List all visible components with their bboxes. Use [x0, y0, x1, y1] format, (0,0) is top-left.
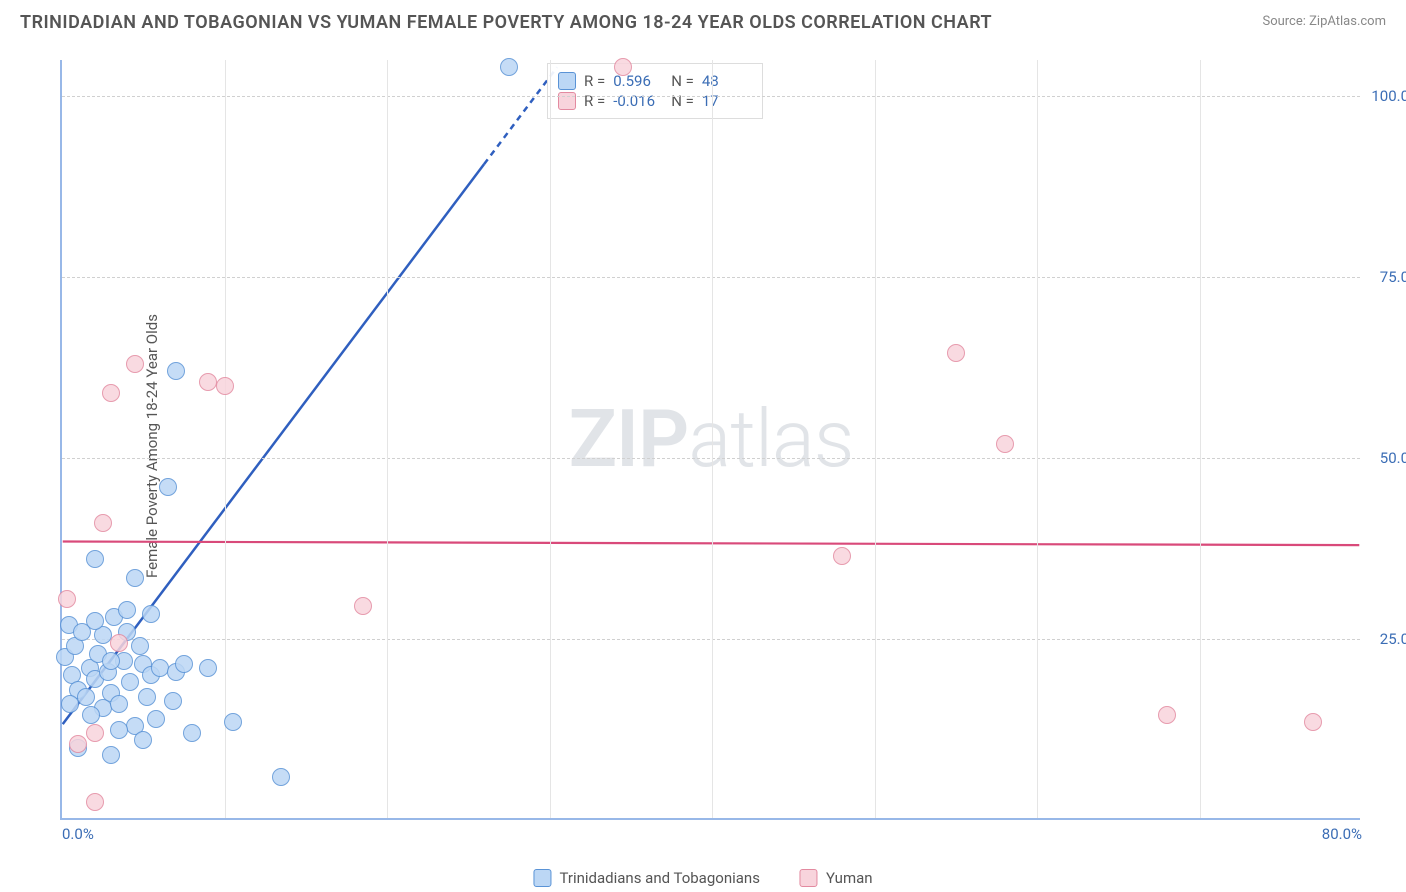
legend-item-trinidadians: Trinidadians and Tobagonians [533, 869, 759, 887]
y-tick-label: 50.0% [1365, 449, 1406, 467]
legend-label-1: Trinidadians and Tobagonians [559, 869, 759, 887]
gridline-v [387, 60, 388, 818]
stats-swatch [558, 72, 576, 90]
data-point [500, 58, 518, 76]
data-point [175, 655, 193, 673]
stats-n-value: 48 [702, 72, 752, 90]
data-point [164, 692, 182, 710]
data-point [1304, 713, 1322, 731]
data-point [131, 637, 149, 655]
stats-n-value: 17 [702, 92, 752, 110]
data-point [199, 659, 217, 677]
data-point [94, 514, 112, 532]
data-point [1158, 706, 1176, 724]
data-point [147, 710, 165, 728]
gridline-v [550, 60, 551, 818]
data-point [159, 478, 177, 496]
plot-area: ZIPatlas R =0.596N =48R =-0.016N =17 25.… [60, 60, 1360, 820]
stats-row: R =0.596N =48 [558, 72, 752, 90]
gridline-v [875, 60, 876, 818]
data-point [110, 721, 128, 739]
stats-row: R = -0.016 N = 17 [558, 92, 752, 110]
watermark-light: atlas [688, 392, 853, 486]
legend-bottom: Trinidadians and Tobagonians Yuman [533, 869, 872, 887]
legend-item-yuman: Yuman [800, 869, 873, 887]
y-tick-label: 25.0% [1365, 630, 1406, 648]
data-point [216, 377, 234, 395]
data-point [86, 612, 104, 630]
data-point [272, 768, 290, 786]
stats-r-value: -0.016 [613, 92, 663, 110]
data-point [167, 362, 185, 380]
data-point [224, 713, 242, 731]
data-point [614, 58, 632, 76]
y-tick-label: 75.0% [1365, 268, 1406, 286]
watermark: ZIPatlas [569, 392, 854, 486]
data-point [82, 706, 100, 724]
gridline-v [1200, 60, 1201, 818]
data-point [86, 724, 104, 742]
y-tick-label: 100.0% [1365, 87, 1406, 105]
data-point [86, 550, 104, 568]
legend-swatch-2 [800, 869, 818, 887]
data-point [151, 659, 169, 677]
x-tick-label: 0.0% [62, 825, 94, 843]
data-point [69, 735, 87, 753]
stats-swatch [558, 92, 576, 110]
data-point [102, 746, 120, 764]
gridline-h [62, 277, 1360, 278]
gridline-h [62, 96, 1360, 97]
watermark-bold: ZIP [569, 392, 689, 486]
data-point [118, 601, 136, 619]
data-point [110, 634, 128, 652]
stats-r-label: R = [584, 92, 605, 110]
x-tick-label: 80.0% [1322, 825, 1362, 843]
data-point [947, 344, 965, 362]
chart-container: TRINIDADIAN AND TOBAGONIAN VS YUMAN FEMA… [0, 0, 1406, 892]
legend-label-2: Yuman [826, 869, 873, 887]
data-point [996, 435, 1014, 453]
data-point [77, 688, 95, 706]
source-label: Source: ZipAtlas.com [1262, 14, 1386, 29]
data-point [102, 652, 120, 670]
trend-lines [62, 60, 1360, 818]
gridline-v [1037, 60, 1038, 818]
gridline-h [62, 458, 1360, 459]
data-point [833, 547, 851, 565]
stats-n-label: N = [671, 72, 694, 90]
data-point [86, 793, 104, 811]
gridline-v [225, 60, 226, 818]
data-point [121, 673, 139, 691]
data-point [354, 597, 372, 615]
data-point [102, 384, 120, 402]
legend-swatch-1 [533, 869, 551, 887]
data-point [199, 373, 217, 391]
chart-title: TRINIDADIAN AND TOBAGONIAN VS YUMAN FEMA… [20, 12, 992, 33]
gridline-v [712, 60, 713, 818]
data-point [138, 688, 156, 706]
stats-n-label: N = [671, 92, 694, 110]
data-point [58, 590, 76, 608]
data-point [126, 569, 144, 587]
stats-r-label: R = [584, 72, 605, 90]
data-point [134, 731, 152, 749]
gridline-h [62, 639, 1360, 640]
stats-box: R =0.596N =48R =-0.016N =17 [547, 63, 763, 119]
data-point [110, 695, 128, 713]
data-point [183, 724, 201, 742]
data-point [126, 355, 144, 373]
data-point [142, 605, 160, 623]
data-point [61, 695, 79, 713]
